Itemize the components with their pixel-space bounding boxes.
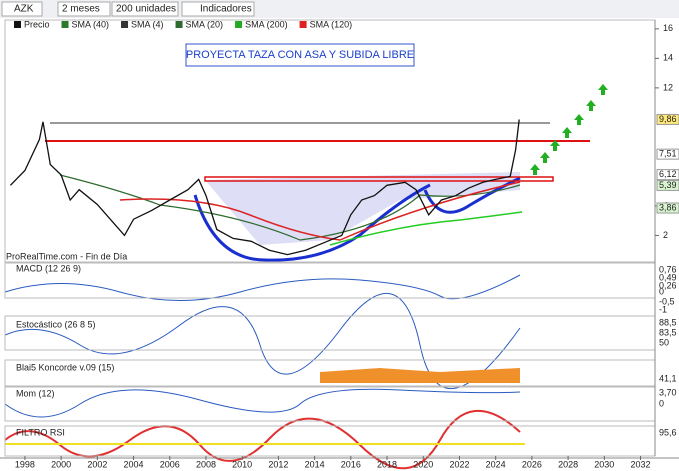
y-tick-label: 2 [663,230,668,240]
stoch-line [4,292,521,389]
x-tick-label: 2024 [486,459,506,469]
panel-value-label: 0,49 [659,272,677,282]
legend-swatch [235,21,243,28]
price-label: 5,39 [659,180,677,190]
y-tick-label: 14 [663,53,673,63]
panel-value-label: 0,76 [659,264,677,274]
panel-value-label: -0,5 [659,296,675,306]
panel-title: FILTRO RSI [16,427,65,437]
x-tick-label: 2022 [449,459,469,469]
period-box[interactable] [57,1,111,17]
x-tick-label: 2020 [413,459,433,469]
units-box[interactable] [111,1,179,17]
sma-line [59,174,521,241]
x-tick-label: 1998 [15,459,35,469]
panel-title: Blai5 Koncorde v.09 (15) [16,362,114,372]
legend-entry: SMA (120) [310,19,353,29]
x-tick-label: 2028 [558,459,578,469]
source: ProRealTime.com - Fin de Día [6,251,127,261]
rsi-line [4,409,521,470]
units: 200 unidades [116,4,176,15]
x-tick-label: 2026 [522,459,542,469]
x-tick-label: 2002 [87,459,107,469]
x-tick-label: 2000 [51,459,71,469]
price-label: 7,51 [659,149,677,159]
annotation: PROYECTA TAZA CON ASA Y SUBIDA LIBRE [186,49,414,61]
legend-swatch [61,21,69,28]
legend-swatch [14,21,21,28]
panel-title: Estocástico (26 8 5) [16,319,96,329]
x-tick-label: 2014 [305,459,325,469]
sma-line [329,211,523,246]
panel-value-label: 83,5 [659,327,677,337]
x-tick-label: 2004 [124,459,144,469]
y-tick-label: 12 [663,82,673,92]
price-line [9,119,520,256]
price-label: 3,86 [659,202,677,212]
price-label-box [656,202,679,214]
panel-value-label: 41,1 [659,373,677,383]
panel-value-label: 95,6 [659,427,677,437]
legend-swatch [299,21,307,28]
panel-frame [4,315,656,351]
legend-entry: Precio [24,19,50,29]
panel-value-label: 50 [659,337,669,347]
cup-arc [193,183,431,262]
symbol: AZK [14,4,34,15]
panel-title: MACD (12 26 9) [16,263,81,273]
annotation-box [185,43,415,67]
x-tick-label: 2018 [377,459,397,469]
legend-entry: SMA (200) [245,19,288,29]
price-label-box [656,148,679,160]
mom-line [4,388,521,418]
x-tick-label: 2008 [196,459,216,469]
x-tick-label: 2010 [232,459,252,469]
indicators: Indicadores [200,4,252,15]
x-tick-label: 2006 [160,459,180,469]
price-label-box [656,169,679,181]
x-tick-label: 2012 [268,459,288,469]
x-tick-label: 2030 [594,459,614,469]
panel-value-label: 0,26 [659,280,677,290]
panel-value-label: 0 [659,398,664,408]
legend-swatch [175,21,183,28]
legend-entry: SMA (40) [72,19,110,29]
legend-entry: SMA (20) [186,19,224,29]
legend-entry: SMA (4) [131,19,164,29]
panel-frame [4,262,656,299]
panel-frame [4,425,656,457]
indicators-box[interactable] [181,1,255,17]
price-label: 9,86 [659,114,677,124]
panel-value-label: 0 [659,286,664,296]
panel-value-label: -1 [659,304,667,314]
koncorde-area [320,368,520,383]
panel-title: Mom (12) [16,388,55,398]
y-tick-label: 16 [663,23,673,33]
price-label-box [656,113,679,125]
x-tick-label: 2032 [630,459,650,469]
legend-swatch [121,21,129,28]
panel-value-label: 3,70 [659,387,677,397]
x-tick-label: 2016 [341,459,361,469]
panel-value-label: 88,5 [659,317,677,327]
arrows [530,84,608,175]
price-label-box [656,179,679,191]
breakout-zone [204,176,554,182]
price-label: 6,12 [659,169,677,179]
macd-line [4,274,521,301]
period: 2 meses [62,4,100,15]
symbol-box[interactable] [1,1,43,17]
